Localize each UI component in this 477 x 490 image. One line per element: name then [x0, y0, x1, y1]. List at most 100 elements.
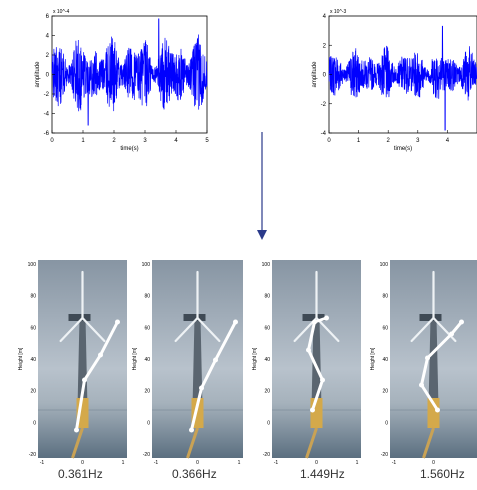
- mode-shape-node: [82, 377, 87, 383]
- mode-shape-node: [189, 427, 194, 433]
- mode-shape-node: [310, 407, 315, 413]
- mode-shape-node: [213, 357, 218, 363]
- x-tick-label: 0: [432, 460, 435, 465]
- x-tick-label: -1: [274, 460, 279, 465]
- mode-shape-panel: 100 80 60 40 20 0 -20 Height [m] -1 0: [370, 260, 477, 465]
- x-tick-label: 0: [81, 460, 84, 465]
- x-axis-label: time(s): [120, 146, 138, 152]
- height-tick-label: 100: [28, 262, 37, 268]
- mode-shape-node: [459, 319, 464, 325]
- x-tick-label: -1: [392, 460, 397, 465]
- x-axis-label: time(s): [394, 146, 412, 152]
- signal-series-line: [328, 25, 477, 131]
- x-tick-label: -1: [40, 460, 45, 465]
- height-tick-label: 0: [147, 420, 150, 426]
- x-tick-label: 0: [327, 138, 331, 144]
- y-tick-label: -2: [321, 102, 327, 108]
- height-tick-label: 0: [33, 420, 36, 426]
- turbine-blade: [315, 316, 340, 343]
- mode-shape-node: [425, 355, 430, 361]
- turbine-blade: [432, 316, 457, 343]
- exponent-label: x 10^-4: [53, 9, 69, 15]
- mode-frequency-label-3: 1.449Hz: [300, 467, 345, 481]
- foundation-pile: [305, 427, 318, 459]
- x-tick-label: 0: [315, 460, 318, 465]
- mode-shape-node: [435, 407, 440, 413]
- foundation-pile: [186, 427, 199, 459]
- turbine-tower: [192, 318, 203, 408]
- mode-shape-node: [449, 331, 454, 337]
- x-tick-label: 1: [356, 460, 359, 465]
- x-tick-label: 0: [50, 138, 54, 144]
- x-tick-label: 0: [196, 460, 199, 465]
- height-tick-label: -20: [381, 452, 388, 458]
- mode-shape-node: [306, 347, 311, 353]
- x-tick-label: 2: [387, 138, 391, 144]
- signal-plot-2: 0 1 2 3 4 4 2 0 -2 -4 time(s) amplitude x 10^-3: [312, 9, 477, 152]
- mode-shape-line: [190, 321, 237, 431]
- height-tick-label: 40: [264, 357, 270, 363]
- height-tick-label: 0: [267, 420, 270, 426]
- mode-shape-line: [75, 321, 119, 431]
- signal-plot-1: 0 1 2 3 4 5 6 4 2 0 -2 -4 -6 time(s) amplitude x 10^-4: [35, 9, 209, 152]
- mode-frequency-label-2: 0.366Hz: [172, 467, 217, 481]
- x-tick-label: 3: [143, 138, 147, 144]
- foundation-pile: [71, 427, 84, 459]
- turbine-tower: [311, 318, 322, 408]
- exponent-label: x 10^-3: [330, 9, 346, 15]
- x-tick-label: 4: [174, 138, 178, 144]
- height-axis-label: Height [m]: [18, 347, 24, 370]
- height-tick-label: 60: [30, 325, 36, 331]
- height-tick-label: 40: [30, 357, 36, 363]
- height-tick-label: 60: [144, 325, 150, 331]
- x-tick-label: 4: [446, 138, 450, 144]
- height-axis-label: Height [m]: [370, 347, 376, 370]
- turbine-tower: [428, 318, 439, 408]
- transition-piece: [427, 398, 440, 428]
- height-tick-label: 80: [144, 294, 150, 300]
- mode-shape-node: [74, 427, 79, 433]
- y-tick-label: 0: [323, 73, 327, 79]
- mode-shape-node: [115, 319, 120, 325]
- mode-shape-node: [233, 319, 238, 325]
- mode-shape-node: [419, 382, 424, 388]
- y-tick-label: 2: [46, 53, 50, 59]
- x-tick-label: 1: [357, 138, 361, 144]
- height-tick-label: -20: [29, 452, 36, 458]
- height-tick-label: 80: [382, 294, 388, 300]
- height-tick-label: 60: [382, 325, 388, 331]
- turbine-nacelle: [419, 314, 442, 321]
- mode-shape-panel: 100 80 60 40 20 0 -20 Height [m] -1 0 1: [132, 260, 243, 465]
- y-tick-label: -2: [44, 92, 50, 98]
- mode-frequency-label-4: 1.560Hz: [420, 467, 465, 481]
- height-tick-label: -20: [263, 452, 270, 458]
- height-tick-label: 60: [264, 325, 270, 331]
- height-tick-label: 100: [262, 262, 271, 268]
- x-tick-label: -1: [154, 460, 159, 465]
- turbine-blade: [410, 316, 435, 343]
- height-tick-label: 100: [380, 262, 389, 268]
- turbine-blade: [81, 316, 106, 343]
- height-tick-label: 20: [382, 389, 388, 395]
- x-tick-label: 1: [122, 460, 125, 465]
- height-tick-label: 20: [144, 389, 150, 395]
- down-arrow: [257, 132, 267, 240]
- mode-shape-node: [320, 377, 325, 383]
- mode-shape-panel: 100 80 60 40 20 0 -20 Height [m] -1 0 1: [252, 260, 361, 465]
- foundation-pile: [422, 427, 435, 459]
- x-tick-label: 5: [205, 138, 209, 144]
- y-tick-label: 4: [323, 14, 327, 20]
- height-axis-label: Height [m]: [252, 347, 258, 370]
- y-tick-label: -4: [44, 112, 50, 118]
- signal-series-line: [51, 18, 208, 126]
- y-tick-label: 2: [323, 43, 327, 49]
- x-tick-label: 1: [238, 460, 241, 465]
- mode-shape-node: [312, 319, 317, 325]
- y-axis-label: amplitude: [35, 61, 41, 88]
- x-tick-label: 1: [81, 138, 85, 144]
- turbine-nacelle: [68, 314, 91, 321]
- turbine-nacelle: [183, 314, 206, 321]
- height-tick-label: 40: [382, 357, 388, 363]
- y-tick-label: 4: [46, 34, 50, 40]
